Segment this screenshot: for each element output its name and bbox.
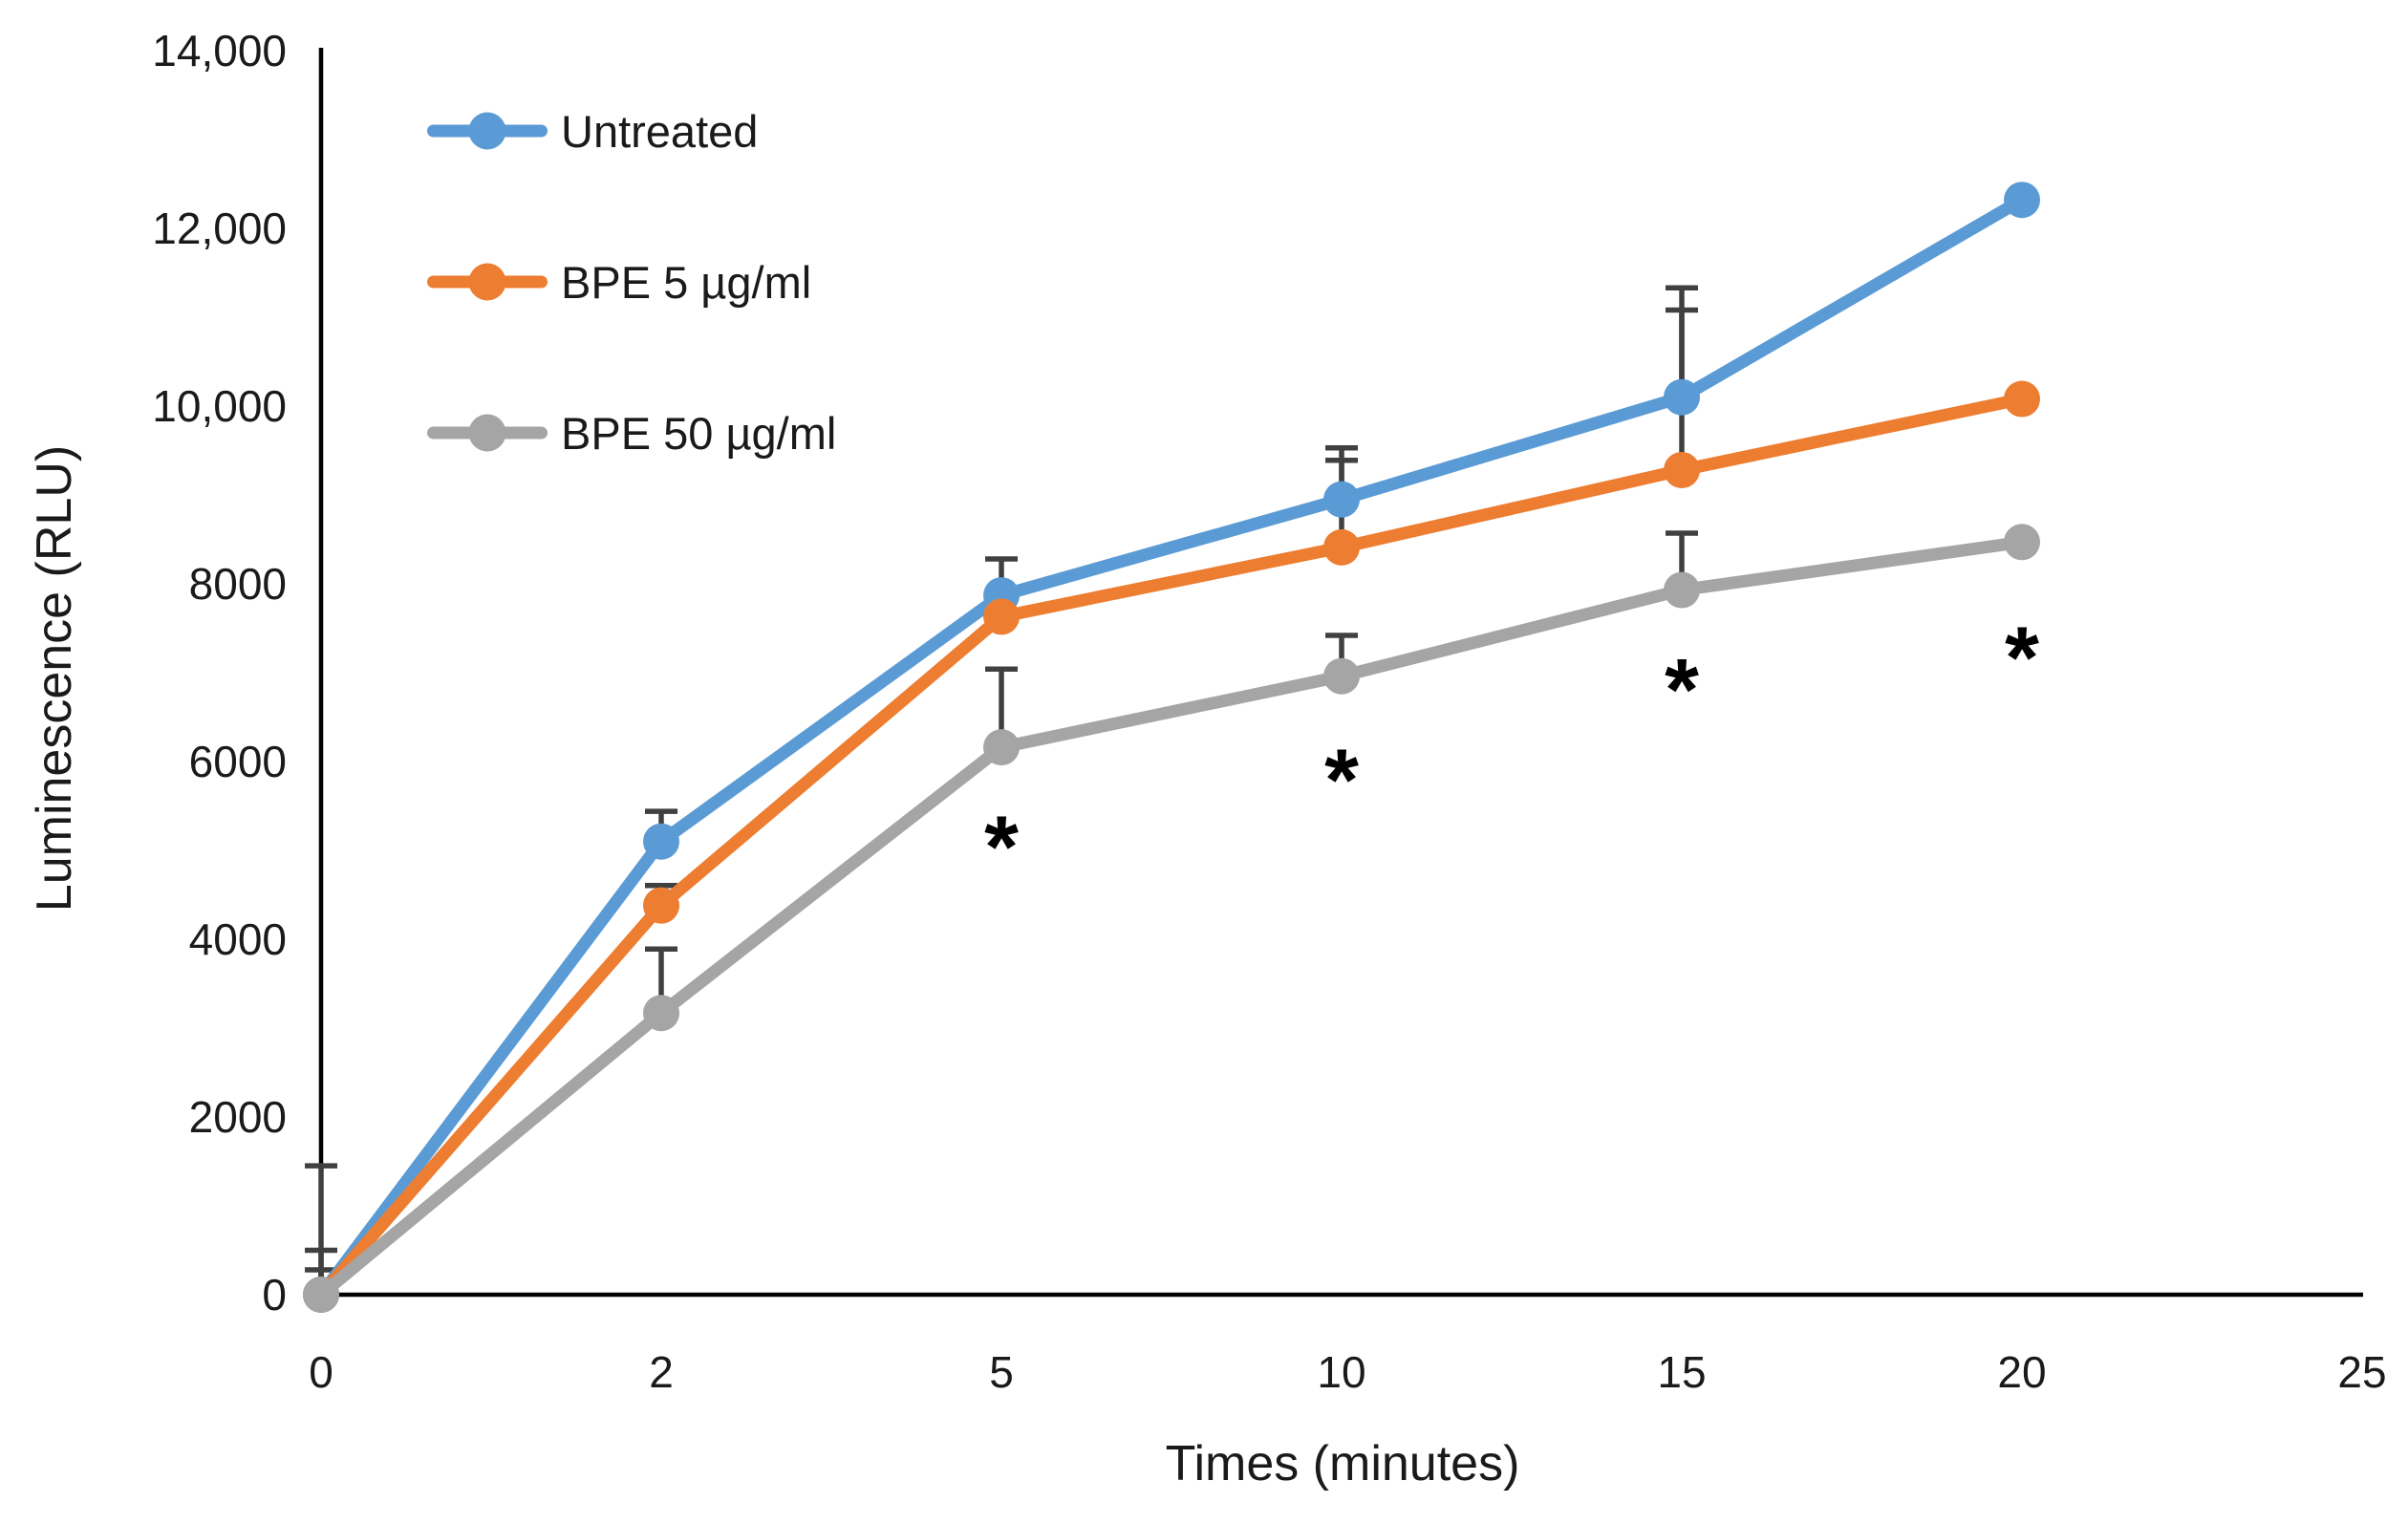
data-point [1664,378,1700,416]
legend-dot-icon [468,112,506,150]
x-tick-label: 10 [1317,1347,1365,1397]
legend-label: BPE 50 µg/ml [561,407,837,459]
data-point [2004,524,2040,561]
series-line [314,193,2029,1301]
y-tick-label: 8000 [189,559,287,609]
x-tick-label: 0 [309,1347,333,1397]
y-tick-label: 2000 [189,1092,287,1142]
y-tick-label: 0 [262,1270,287,1320]
x-tick-label: 2 [649,1347,674,1397]
data-point [1323,528,1360,566]
data-point [2004,380,2040,418]
x-tick-label: 20 [1997,1347,2046,1397]
data-point [1323,657,1360,695]
legend-marker-untreated [427,110,548,152]
y-tick-label: 12,000 [152,204,287,253]
significance-asterisk: * [984,799,1019,896]
legend-marker-bpe5 [427,261,548,303]
legend-dot-icon [468,263,506,301]
legend-item-bpe50: BPE 50 µg/ml [427,406,836,460]
y-tick-label: 10,000 [152,381,287,431]
data-point [303,1277,339,1313]
legend-item-bpe5: BPE 5 µg/ml [427,255,811,309]
y-tick-label: 4000 [189,914,287,964]
x-axis-title: Times (minutes) [1165,1436,1520,1492]
data-point [643,823,679,860]
data-point [1664,451,1700,488]
data-point [643,887,679,924]
data-point [1323,481,1360,518]
x-tick-label: 25 [2337,1347,2386,1397]
data-point [983,598,1020,635]
legend-item-untreated: Untreated [427,104,758,158]
significance-asterisk: * [1324,732,1359,829]
series-line [314,393,2029,1301]
y-tick-label: 14,000 [152,26,287,75]
legend-dot-icon [468,414,506,452]
data-point [643,995,679,1032]
x-tick-label: 15 [1657,1347,1706,1397]
legend-label: BPE 5 µg/ml [561,256,812,308]
data-point [1664,571,1700,609]
data-point [983,729,1020,766]
y-axis-title: Luminescence (RLU) [27,444,82,912]
legend-marker-bpe50 [427,412,548,454]
y-tick-label: 6000 [189,737,287,786]
significance-asterisk: * [2005,610,2039,707]
data-point [2004,182,2040,219]
legend-label: Untreated [561,105,759,157]
significance-asterisk: * [1665,641,1699,739]
series-line [314,535,2029,1301]
x-tick-label: 5 [989,1347,1014,1397]
